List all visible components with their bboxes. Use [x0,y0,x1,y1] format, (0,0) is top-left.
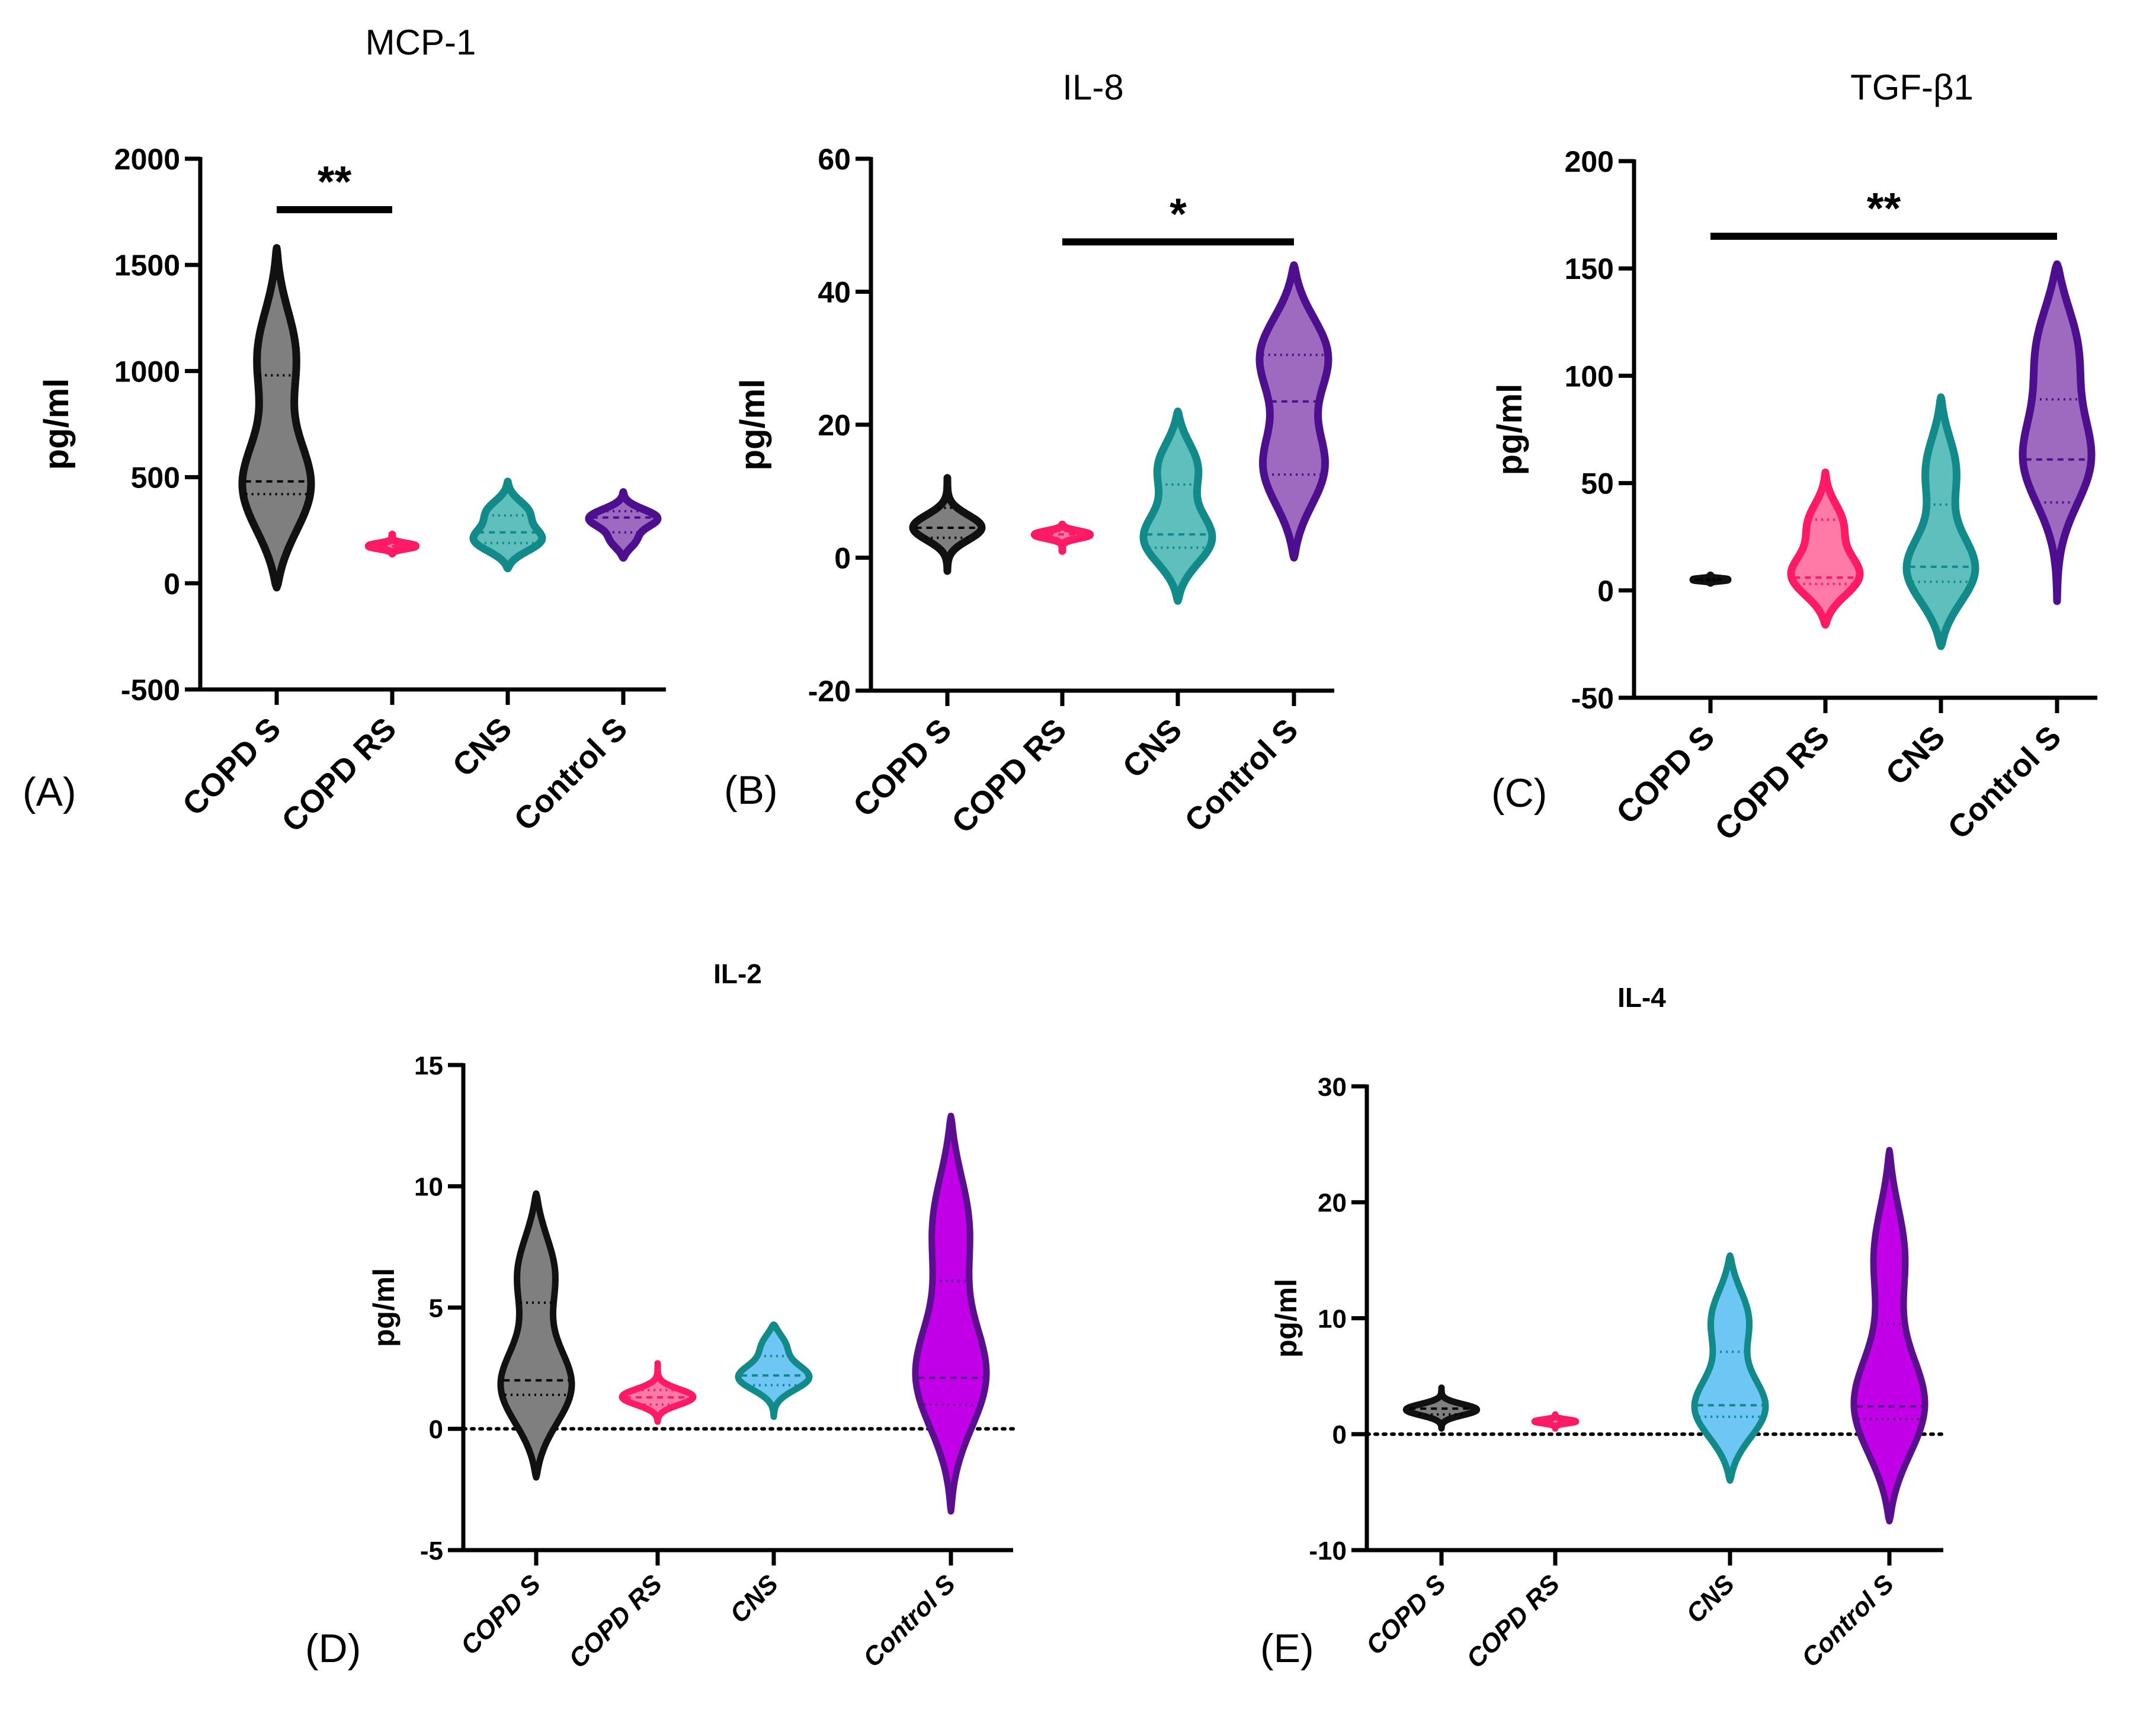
y-tick-label: 0 [1597,575,1614,608]
chart-title: IL-2 [713,958,762,989]
y-tick-label: 30 [1318,1073,1347,1102]
significance-stars: ** [318,157,352,206]
y-tick-label: 0 [1332,1420,1347,1449]
y-tick-label: 150 [1565,252,1614,286]
violin-copd-rs [1531,1411,1580,1432]
y-tick-label: 10 [1318,1304,1347,1333]
violin-control-s [585,488,662,562]
y-tick-label: -10 [1309,1536,1347,1566]
panel-label-d: (D) [305,1626,361,1671]
y-tick-label: 500 [131,461,180,495]
violin-copd-s [238,244,315,592]
y-tick-label: -5 [420,1536,443,1566]
y-tick-label: 2000 [114,143,180,176]
y-tick-label: 0 [834,542,851,575]
y-tick-label: 100 [1565,360,1614,393]
chart-title: MCP-1 [366,23,476,62]
panel-label-c: (C) [1491,771,1547,816]
chart-title: IL-8 [1062,68,1123,107]
violin-control-s [2019,260,2096,605]
y-tick-label: 20 [1318,1189,1347,1218]
significance-stars: * [1170,189,1187,238]
y-axis-label: pg/ml [367,1268,401,1347]
violin-cns [1139,408,1216,605]
y-tick-label: 10 [414,1173,443,1202]
violin-control-s [1850,1147,1928,1525]
violin-cns [735,1321,813,1420]
y-tick-label: 50 [1581,467,1614,501]
violin-copd-rs [619,1360,697,1425]
panel-label-b: (B) [724,768,778,813]
violin-control-s [1255,261,1332,562]
violin-copd-rs [1787,469,1864,629]
violin-copd-s [909,474,986,575]
panel-label-a: (A) [23,769,76,814]
y-tick-label: -20 [808,675,851,708]
violin-copd-s [497,1190,575,1481]
violin-cns [1691,1252,1769,1484]
panel-label-e: (E) [1260,1626,1314,1671]
y-tick-label: 1000 [114,355,180,388]
violin-control-s [912,1112,990,1515]
y-tick-label: 15 [414,1051,443,1080]
chart-title: IL-4 [1617,982,1666,1013]
y-axis-label: pg/ml [733,379,772,471]
y-tick-label: -50 [1571,682,1614,715]
y-tick-label: 20 [818,409,851,442]
y-tick-label: -500 [121,673,180,707]
y-tick-label: 0 [429,1415,443,1444]
violin-cns [469,477,546,573]
significance-stars: ** [1867,184,1901,233]
violin-copd-rs [1030,520,1094,555]
y-tick-label: 0 [164,567,180,601]
y-axis-label: pg/ml [1270,1279,1303,1358]
chart-title: TGF-β1 [1850,68,1974,107]
y-tick-label: 200 [1565,145,1614,178]
violin-copd-s [1402,1384,1481,1432]
y-tick-label: 60 [818,143,851,176]
y-tick-label: 40 [818,276,851,309]
y-axis-label: pg/ml [37,378,76,470]
violin-cns [1902,393,1979,650]
y-tick-label: 5 [429,1294,443,1323]
y-tick-label: 1500 [114,249,180,282]
y-axis-label: pg/ml [1491,384,1529,476]
